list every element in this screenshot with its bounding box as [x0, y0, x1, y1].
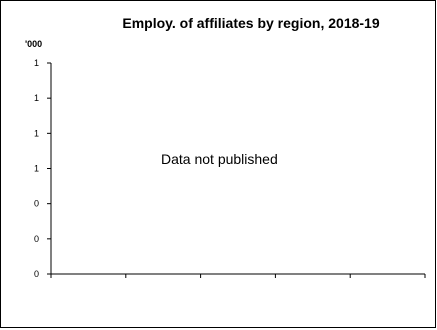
y-tick-label: 1: [34, 58, 39, 68]
y-tick-label: 0: [34, 199, 39, 209]
chart-title: Employ. of affiliates by region, 2018-19: [122, 15, 380, 31]
y-tick-label: 0: [34, 269, 39, 279]
y-tick-label: 0: [34, 234, 39, 244]
y-tick-label: 1: [34, 93, 39, 103]
x-ticks: [50, 274, 426, 278]
y-tick-label: 1: [34, 128, 39, 138]
y-ticks: 1 1 1 1 0 0 0: [34, 58, 51, 279]
y-axis-unit-label: '000: [25, 39, 43, 49]
no-data-message: Data not published: [161, 151, 278, 167]
y-tick-label: 1: [34, 164, 39, 174]
